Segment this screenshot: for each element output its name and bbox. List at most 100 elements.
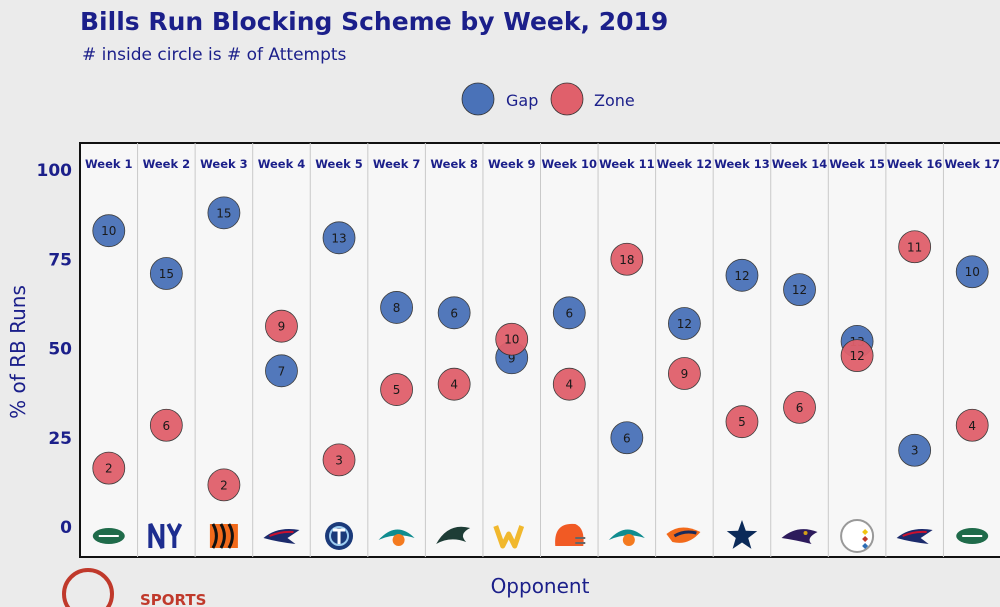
week-label: Week 14 xyxy=(772,157,828,171)
y-tick-label: 100 xyxy=(37,161,73,181)
zone-point xyxy=(955,408,989,442)
week-label: Week 4 xyxy=(258,157,306,171)
eagles-logo-icon xyxy=(436,526,471,544)
ravens-eye xyxy=(803,531,808,535)
zone-attempts-label: 9 xyxy=(278,320,286,334)
gap-attempts-label: 15 xyxy=(216,206,231,220)
steelers-diamond-blue xyxy=(862,543,869,549)
legend-gap-label: Gap xyxy=(506,91,538,110)
y-tick-label: 25 xyxy=(48,429,72,449)
zone-point xyxy=(552,367,586,401)
zone-attempts-label: 5 xyxy=(738,415,746,429)
browns-facemask xyxy=(575,537,586,544)
gap-point xyxy=(265,354,298,388)
zone-point xyxy=(783,391,816,424)
cowboys-star xyxy=(726,520,758,549)
titans-inner xyxy=(329,526,350,546)
patriots-logo-icon xyxy=(263,529,300,544)
broncos-mane xyxy=(673,530,697,538)
zone-attempts-label: 2 xyxy=(220,478,228,492)
watermark-logo: SPORTS xyxy=(62,568,206,607)
gap-attempts-label: 6 xyxy=(450,306,458,320)
browns-helmet xyxy=(555,523,584,546)
gap-attempts-label: 10 xyxy=(965,265,980,279)
week-label: Week 1 xyxy=(85,157,133,171)
zone-attempts-label: 2 xyxy=(105,462,113,476)
dolphins-logo-icon xyxy=(608,529,645,546)
ravens-logo-icon xyxy=(781,529,818,544)
week-label: Week 13 xyxy=(714,157,770,171)
zone-attempts-label: 6 xyxy=(163,419,171,433)
week-label: Week 11 xyxy=(599,157,655,171)
bengals-stripe xyxy=(211,523,218,549)
zone-point xyxy=(840,339,874,373)
patriots-logo-icon xyxy=(896,529,933,544)
gap-attempts-label: 7 xyxy=(278,364,286,378)
zone-attempts-label: 12 xyxy=(849,349,864,363)
zone-point xyxy=(610,242,644,276)
week-label: Week 8 xyxy=(430,157,478,171)
x-axis-label: Opponent xyxy=(491,574,590,598)
zone-attempts-label: 11 xyxy=(907,240,922,254)
gap-point xyxy=(437,296,471,330)
bengals-stripe xyxy=(227,523,234,549)
dolphins-sun xyxy=(622,534,635,546)
legend: Gap Zone xyxy=(461,82,635,116)
gap-attempts-label: 10 xyxy=(101,224,116,238)
zone-attempts-label: 4 xyxy=(565,378,573,392)
week-label: Week 10 xyxy=(542,157,598,171)
zone-point xyxy=(668,357,701,390)
y-axis-label: % of RB Runs xyxy=(6,285,30,419)
dolphins-logo-icon xyxy=(378,529,415,546)
legend-gap-swatch xyxy=(461,82,495,116)
gap-attempts-label: 12 xyxy=(792,283,807,297)
week-label: Week 3 xyxy=(200,157,248,171)
cowboys-logo-icon xyxy=(726,520,758,549)
gap-attempts-label: 3 xyxy=(911,444,919,458)
zone-point xyxy=(149,408,183,442)
zone-point xyxy=(322,443,356,477)
legend-zone-label: Zone xyxy=(594,91,635,110)
gap-point xyxy=(610,421,644,455)
chart-title: Bills Run Blocking Scheme by Week, 2019 xyxy=(80,7,668,36)
gap-point xyxy=(955,255,989,289)
steelers-circle xyxy=(840,519,875,553)
watermark-circle-icon xyxy=(62,568,114,607)
zone-point xyxy=(898,230,932,264)
gap-attempts-label: 12 xyxy=(677,317,692,331)
zone-attempts-label: 10 xyxy=(504,333,519,347)
y-tick-label: 50 xyxy=(48,340,72,360)
gap-attempts-label: 12 xyxy=(734,269,749,283)
titans-t xyxy=(333,528,346,544)
gap-attempts-label: 13 xyxy=(331,231,346,245)
gap-point xyxy=(92,214,126,248)
gap-point xyxy=(783,273,816,306)
broncos-logo-icon xyxy=(666,527,701,543)
gap-attempts-label: 6 xyxy=(623,431,631,445)
legend-zone-swatch xyxy=(550,82,584,116)
week-label: Week 15 xyxy=(829,157,885,171)
steelers-diamond-yellow xyxy=(862,529,869,535)
washington-mark xyxy=(493,525,525,549)
week-label: Week 5 xyxy=(315,157,363,171)
data-points: 1015157138696612121213310262935410418956… xyxy=(92,196,989,502)
week-label: Week 16 xyxy=(887,157,943,171)
zone-point xyxy=(265,309,298,343)
zone-point xyxy=(495,322,529,356)
gap-point xyxy=(668,307,701,340)
giants-logo-icon xyxy=(148,523,183,549)
steelers-logo-icon xyxy=(840,519,875,553)
washington-logo-icon xyxy=(493,525,525,549)
eagles-head xyxy=(436,526,471,544)
y-axis: 0 25 50 75 100 xyxy=(37,161,73,538)
gap-attempts-label: 6 xyxy=(565,306,573,320)
gap-attempts-label: 15 xyxy=(159,267,174,281)
gap-point xyxy=(725,258,759,292)
steelers-diamond-red xyxy=(862,536,869,542)
zone-point xyxy=(207,468,241,502)
browns-logo-icon xyxy=(555,523,586,546)
gap-point xyxy=(380,291,413,324)
patriots-stripe xyxy=(902,530,927,537)
zone-attempts-label: 4 xyxy=(968,419,976,433)
